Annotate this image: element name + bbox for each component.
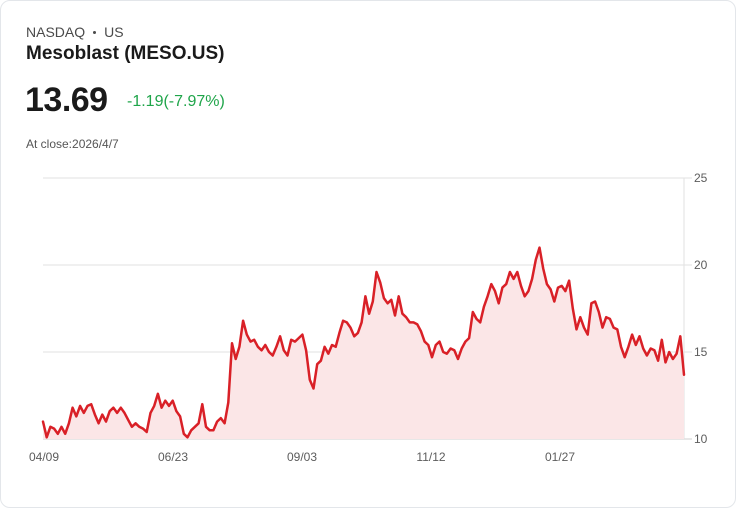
current-price: 13.69 xyxy=(25,81,108,119)
price-area-fill xyxy=(43,247,684,439)
x-tick-label: 04/09 xyxy=(29,450,59,464)
y-axis: 25 20 15 10 xyxy=(694,171,708,446)
x-tick-label: 06/23 xyxy=(158,450,188,464)
price-change: -1.19(-7.97%) xyxy=(127,93,225,110)
price-line xyxy=(41,246,686,439)
x-tick-label: 11/12 xyxy=(416,450,445,464)
y-tick-label: 10 xyxy=(694,432,708,446)
y-tick-label: 15 xyxy=(694,345,708,359)
close-timestamp: At close:2026/4/7 xyxy=(26,137,119,151)
exchange-label: NASDAQ US xyxy=(26,24,124,40)
x-tick-label: 09/03 xyxy=(287,450,317,464)
stock-title: Mesoblast (MESO.US) xyxy=(26,43,225,64)
x-axis: 04/09 06/23 09/03 11/12 01/27 xyxy=(29,450,575,464)
region-name: US xyxy=(104,24,124,40)
exchange-name: NASDAQ xyxy=(26,24,86,40)
x-tick-label: 01/27 xyxy=(545,450,575,464)
separator-dot-icon xyxy=(93,30,97,34)
y-tick-label: 20 xyxy=(694,258,708,272)
y-tick-label: 25 xyxy=(694,171,708,185)
